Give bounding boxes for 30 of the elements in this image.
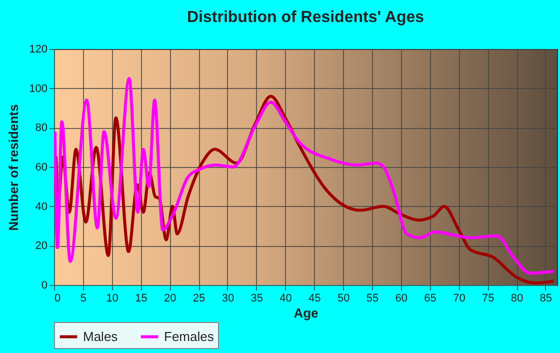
x-tick-label: 55 — [366, 292, 379, 304]
x-tick-label: 35 — [250, 292, 263, 304]
x-tick-label: 50 — [337, 292, 350, 304]
x-tick-label: 15 — [135, 292, 148, 304]
y-tick-label: 60 — [35, 162, 48, 174]
x-tick-label: 5 — [80, 292, 86, 304]
y-tick-label: 80 — [35, 122, 48, 134]
x-tick-label: 80 — [510, 292, 524, 304]
x-tick-label: 20 — [164, 292, 176, 304]
x-tick-label: 0 — [54, 292, 61, 304]
y-tick-label: 0 — [41, 280, 48, 292]
x-tick-label: 65 — [424, 292, 436, 304]
x-tick-label: 30 — [222, 292, 234, 304]
x-tick-label: 40 — [280, 292, 292, 304]
y-tick-label: 20 — [35, 240, 48, 252]
x-tick-label: 75 — [482, 292, 494, 304]
y-tick-label: 120 — [29, 44, 48, 56]
x-tick-label: 85 — [540, 292, 552, 304]
legend-label: Males — [83, 328, 118, 344]
x-tick-label: 25 — [192, 292, 206, 304]
x-tick-label: 45 — [308, 292, 321, 304]
legend-label: Females — [164, 328, 214, 344]
y-axis-title: Number of residents — [6, 104, 22, 231]
x-tick-label: 10 — [106, 292, 118, 304]
y-tick-label: 100 — [29, 82, 48, 95]
x-tick-label: 70 — [453, 292, 466, 304]
x-tick-label: 60 — [395, 292, 408, 304]
chart-title: Distribution of Residents' Ages — [186, 9, 424, 26]
y-tick-label: 40 — [35, 200, 48, 213]
x-axis-title: Age — [294, 306, 318, 320]
